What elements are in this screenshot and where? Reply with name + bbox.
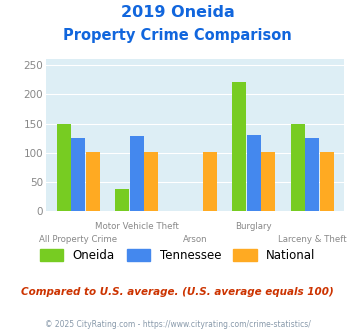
Bar — [290, 124, 305, 211]
Text: Motor Vehicle Theft: Motor Vehicle Theft — [95, 222, 179, 231]
Bar — [57, 124, 71, 211]
Text: Arson: Arson — [183, 235, 208, 244]
Bar — [247, 135, 261, 211]
Bar — [115, 189, 129, 211]
Text: Larceny & Theft: Larceny & Theft — [278, 235, 346, 244]
Text: Property Crime Comparison: Property Crime Comparison — [63, 28, 292, 43]
Bar — [320, 152, 334, 211]
Text: © 2025 CityRating.com - https://www.cityrating.com/crime-statistics/: © 2025 CityRating.com - https://www.city… — [45, 320, 310, 329]
Bar — [305, 138, 319, 211]
Bar — [86, 152, 100, 211]
Text: Burglary: Burglary — [235, 222, 272, 231]
Bar — [203, 152, 217, 211]
Bar — [130, 137, 144, 211]
Bar — [144, 152, 158, 211]
Text: All Property Crime: All Property Crime — [39, 235, 118, 244]
Bar — [71, 138, 85, 211]
Text: 2019 Oneida: 2019 Oneida — [121, 5, 234, 20]
Bar — [232, 82, 246, 211]
Text: Compared to U.S. average. (U.S. average equals 100): Compared to U.S. average. (U.S. average … — [21, 287, 334, 297]
Legend: Oneida, Tennessee, National: Oneida, Tennessee, National — [35, 244, 320, 266]
Bar — [261, 152, 275, 211]
